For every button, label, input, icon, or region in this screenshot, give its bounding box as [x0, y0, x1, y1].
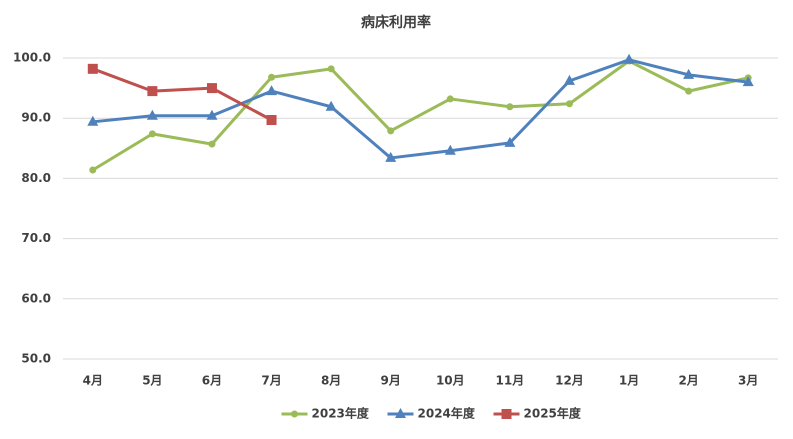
y-tick-label: 50.0 — [21, 352, 51, 366]
data-point — [565, 100, 573, 108]
y-tick-label: 70.0 — [21, 231, 51, 245]
series-line — [92, 59, 749, 172]
series-line — [92, 58, 749, 160]
y-tick-label: 60.0 — [21, 291, 51, 305]
data-point — [268, 73, 276, 81]
x-tick-label: 3月 — [738, 374, 758, 388]
legend-label: 2024年度 — [418, 406, 476, 421]
x-tick-label: 11月 — [496, 374, 525, 388]
data-point — [623, 53, 635, 64]
data-point — [146, 109, 158, 120]
legend-marker — [501, 409, 512, 419]
legend-label: 2023年度 — [312, 406, 370, 421]
chart-title: 病床利用率 — [361, 14, 431, 31]
data-point — [506, 103, 514, 111]
data-point — [89, 166, 97, 174]
x-tick-label: 7月 — [261, 374, 281, 388]
data-point — [147, 86, 158, 97]
data-point — [325, 100, 337, 111]
x-tick-label: 4月 — [83, 374, 103, 388]
data-point — [685, 87, 693, 95]
x-tick-label: 1月 — [619, 374, 639, 388]
data-point — [266, 85, 278, 96]
data-point — [563, 74, 575, 85]
legend-marker — [291, 410, 298, 418]
data-point — [387, 127, 395, 135]
legend-label: 2025年度 — [524, 406, 582, 421]
x-tick-label: 9月 — [381, 374, 401, 388]
data-point — [683, 68, 695, 79]
y-tick-label: 80.0 — [21, 171, 51, 185]
y-tick-label: 100.0 — [13, 51, 51, 65]
data-point — [385, 151, 397, 162]
x-tick-label: 8月 — [321, 374, 341, 388]
data-point — [206, 83, 217, 94]
data-point — [266, 115, 277, 126]
data-point — [208, 140, 216, 148]
data-point — [327, 65, 335, 73]
data-point — [444, 144, 456, 155]
series-line — [92, 67, 273, 122]
x-tick-label: 10月 — [436, 374, 465, 388]
data-point — [87, 115, 99, 126]
y-tick-label: 90.0 — [21, 111, 51, 125]
data-point — [504, 136, 516, 147]
data-point — [148, 130, 156, 138]
data-point — [742, 76, 754, 87]
x-tick-label: 2月 — [678, 374, 698, 388]
data-point — [87, 63, 98, 74]
data-point — [206, 109, 218, 120]
x-tick-label: 5月 — [142, 374, 162, 388]
x-tick-label: 12月 — [555, 374, 584, 388]
x-tick-label: 6月 — [202, 374, 222, 388]
data-point — [446, 95, 454, 103]
legend-marker — [395, 408, 406, 418]
